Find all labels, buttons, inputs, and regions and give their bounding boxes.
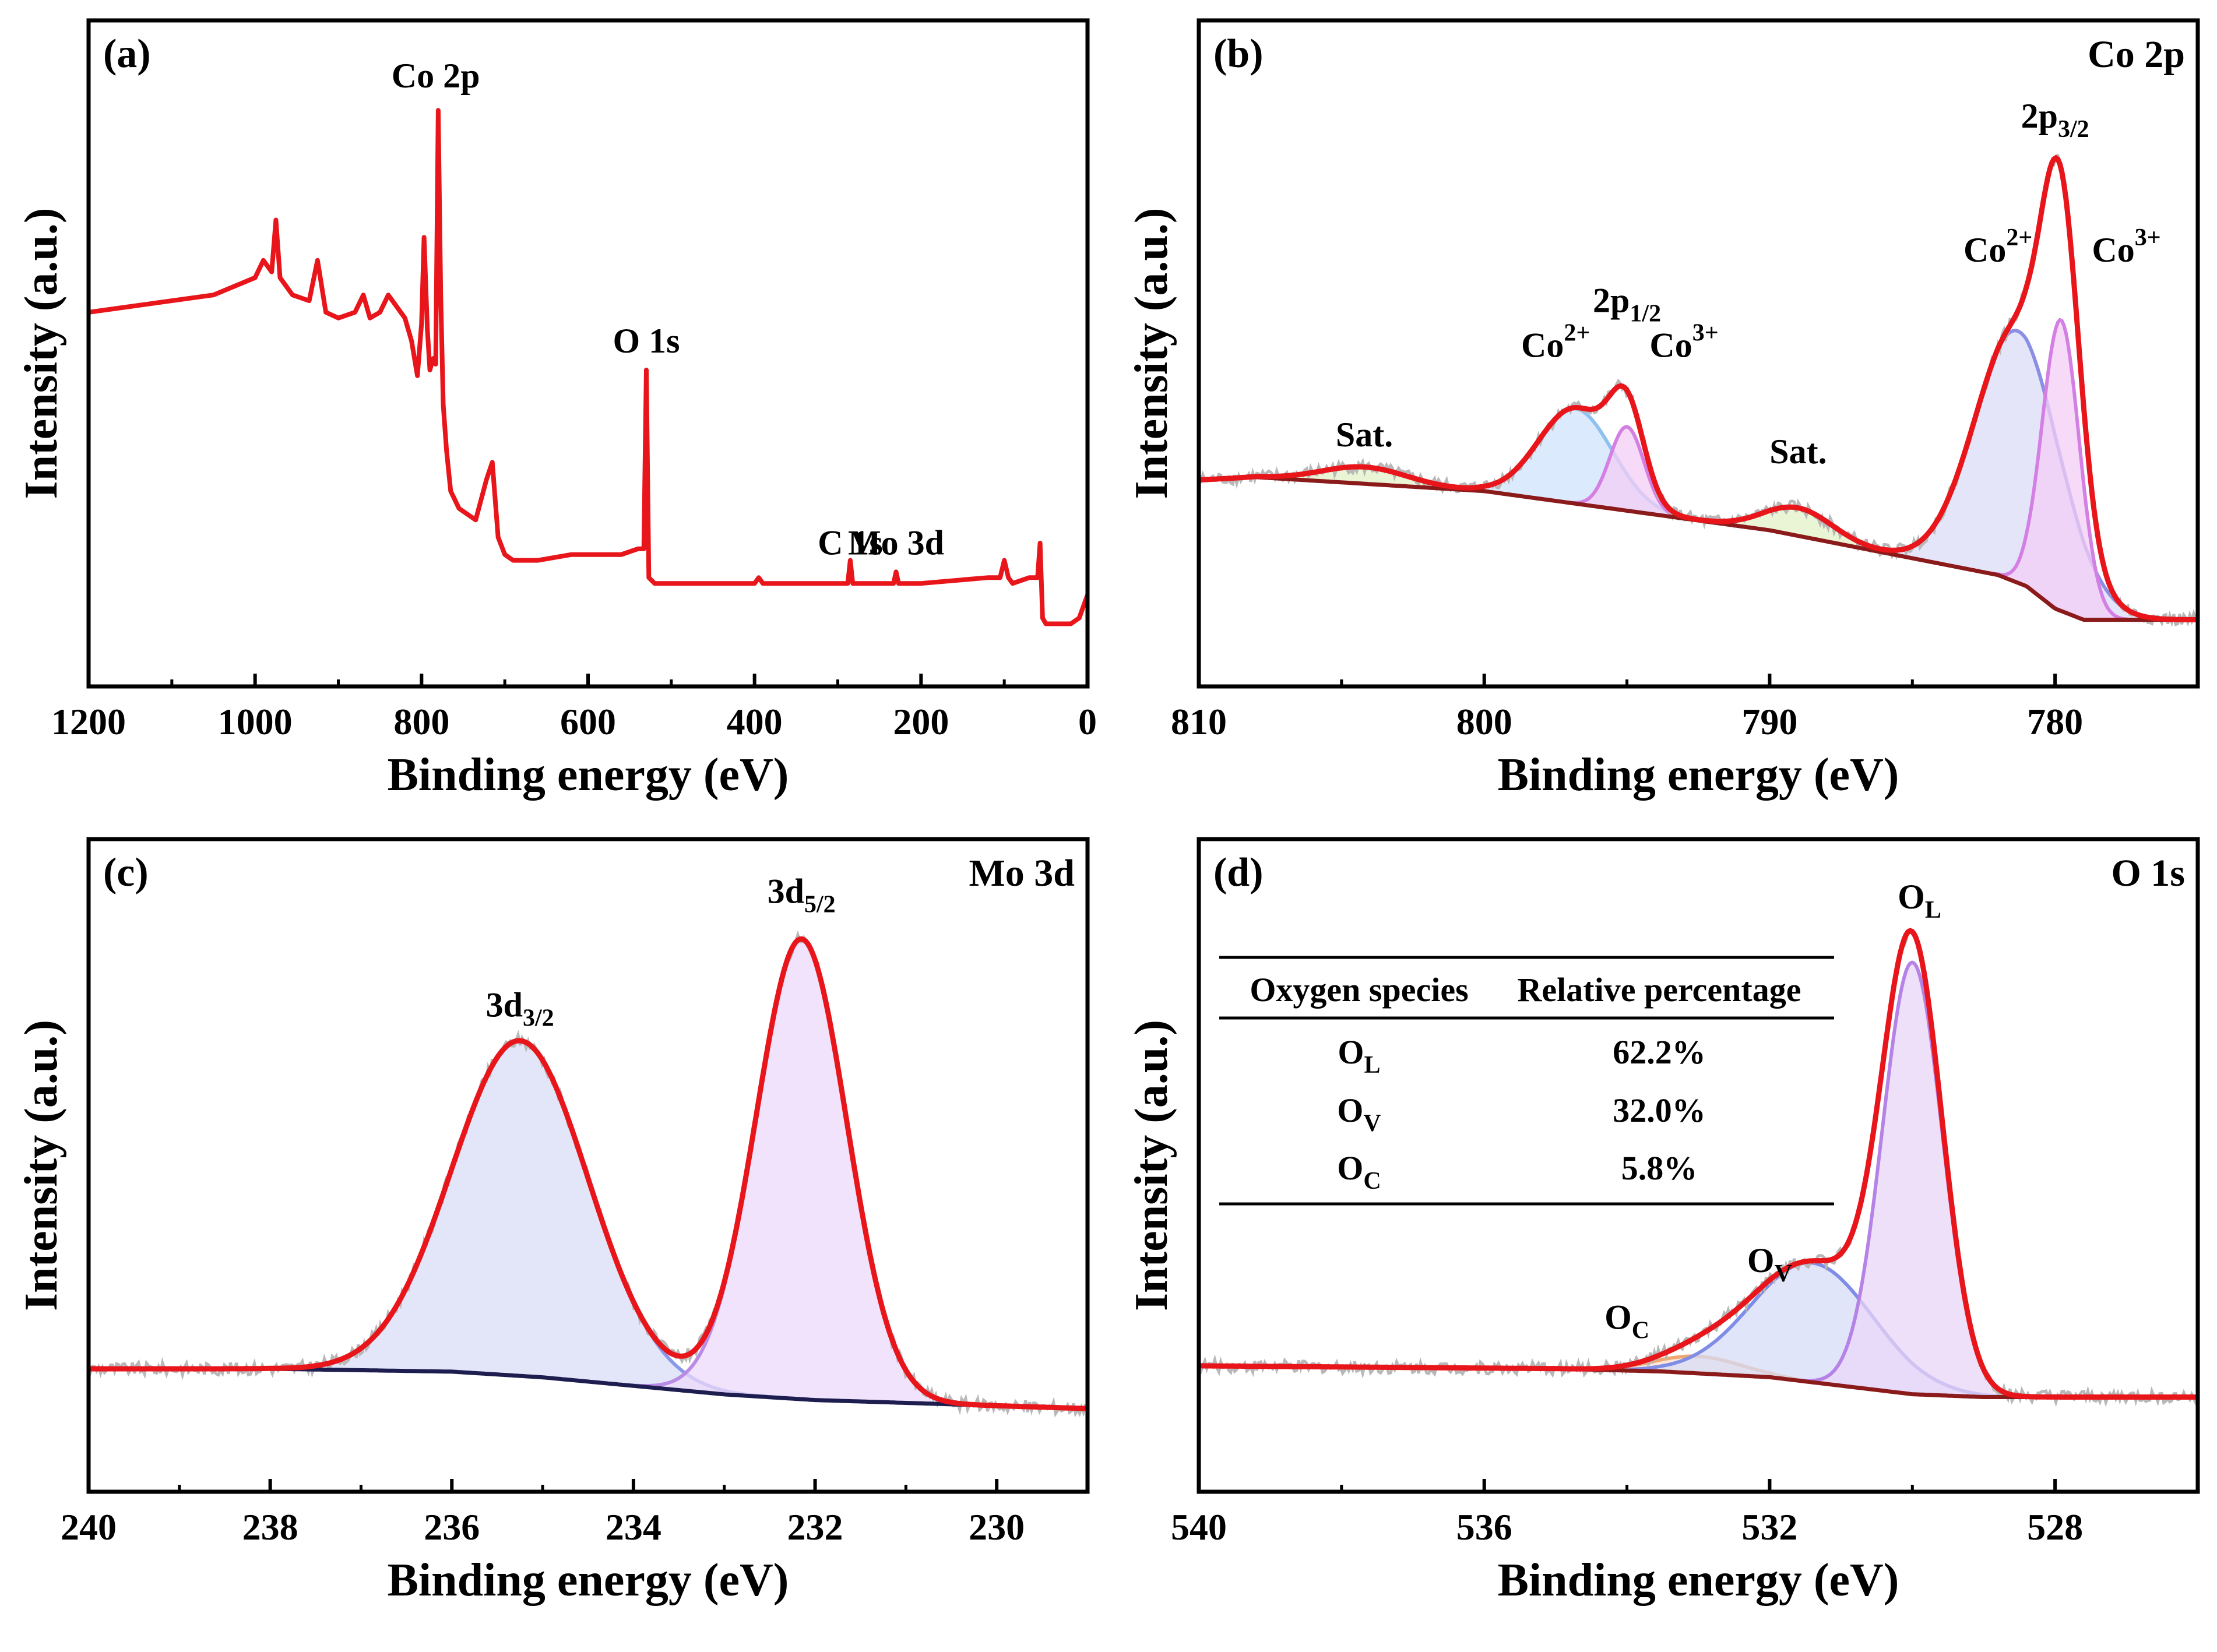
panel-b: 810 800 790 780 Binding energy (eV) Intensity… bbox=[1126, 18, 2200, 801]
panel-c: 240 238 236 234 232 230 Binding energy (eV) Int… bbox=[16, 837, 1090, 1606]
peak-label-7: Co3+ bbox=[2092, 224, 2160, 269]
x-axis: 240 238 236 234 232 230 bbox=[61, 1479, 1025, 1548]
panel-d: 540 536 532 528 Binding energy (eV) Intensity… bbox=[1126, 837, 2200, 1606]
x-tick-label: 0 bbox=[1078, 701, 1097, 742]
plot-frame bbox=[86, 837, 1090, 1494]
x-tick-label: 232 bbox=[787, 1506, 843, 1548]
panel-title: Mo 3d bbox=[969, 852, 1075, 894]
table-cell-percentage: 32.0% bbox=[1613, 1091, 1706, 1129]
component-fill-2 bbox=[1199, 962, 2198, 1397]
x-axis: 1200 1000 800 600 400 200 0 bbox=[51, 674, 1097, 742]
plot-frame bbox=[1197, 837, 2200, 1494]
peak-label-0: OL bbox=[1898, 878, 1941, 924]
table-cell-species: OV bbox=[1337, 1091, 1381, 1137]
x-tick-label: 234 bbox=[606, 1506, 661, 1548]
table-cell-percentage: 62.2% bbox=[1613, 1033, 1706, 1071]
x-tick-label: 780 bbox=[2027, 701, 2083, 742]
component-fill-0 bbox=[89, 1040, 1088, 1409]
x-tick-label: 528 bbox=[2027, 1506, 2083, 1548]
peak-label-6: 2p3/2 bbox=[2021, 97, 2089, 143]
peak-label-4: Sat. bbox=[1769, 432, 1827, 471]
x-tick-label: 1000 bbox=[218, 701, 293, 742]
component-line-1 bbox=[1199, 1260, 2198, 1399]
panel-title: Co 2p bbox=[2088, 33, 2185, 76]
x-tick-label: 230 bbox=[969, 1506, 1025, 1548]
envelope-fit bbox=[1199, 928, 2198, 1400]
y-axis-title: Intensity (a.u.) bbox=[16, 1020, 67, 1311]
component-fill-4 bbox=[1199, 330, 2198, 620]
peak-label-0: Sat. bbox=[1336, 415, 1393, 454]
x-axis-title: Binding energy (eV) bbox=[388, 1555, 789, 1606]
x-axis: 540 536 532 528 bbox=[1171, 1479, 2083, 1548]
table-row: OL 62.2% bbox=[1338, 1033, 1705, 1079]
component-fill-1 bbox=[89, 939, 1088, 1409]
panel-letter: (a) bbox=[103, 31, 151, 76]
envelope-fit bbox=[1199, 154, 2198, 622]
panel-a: 1200 1000 800 600 400 200 0 Binding energy (eV)… bbox=[16, 18, 1097, 801]
peak-label-3: Mo 3d bbox=[848, 524, 944, 562]
peak-label-0: Co 2p bbox=[392, 57, 480, 95]
plot-area bbox=[1199, 154, 2198, 628]
x-tick-label: 200 bbox=[893, 701, 949, 742]
envelope-fit bbox=[89, 936, 1088, 1411]
x-tick-label: 240 bbox=[61, 1506, 117, 1548]
y-axis-title: Intensity (a.u.) bbox=[1126, 1020, 1177, 1311]
peak-label-1: O 1s bbox=[613, 322, 680, 360]
plot-frame bbox=[1197, 18, 2200, 689]
component-fill-5 bbox=[1199, 320, 2198, 620]
table-cell-species: OL bbox=[1338, 1033, 1380, 1079]
plot-area bbox=[89, 930, 1088, 1418]
x-tick-label: 800 bbox=[393, 701, 449, 742]
y-axis-title: Intensity (a.u.) bbox=[1126, 207, 1177, 499]
plot-area bbox=[89, 108, 1088, 626]
panel-letter: (d) bbox=[1213, 850, 1264, 895]
peak-label-5: Co2+ bbox=[1963, 224, 2032, 269]
x-axis: 810 800 790 780 bbox=[1171, 674, 2083, 742]
peak-label-2: OC bbox=[1604, 1298, 1649, 1344]
table-cell-species: OC bbox=[1337, 1149, 1381, 1195]
x-tick-label: 536 bbox=[1456, 1506, 1512, 1548]
x-tick-label: 800 bbox=[1456, 701, 1512, 742]
x-tick-label: 1200 bbox=[51, 701, 126, 742]
component-fill-1 bbox=[1199, 1263, 2198, 1397]
plot-area bbox=[1199, 928, 2198, 1407]
x-tick-label: 236 bbox=[424, 1506, 480, 1548]
peak-label-0: 3d3/2 bbox=[486, 986, 554, 1032]
x-tick-label: 400 bbox=[727, 701, 783, 742]
peak-label-3: Co3+ bbox=[1649, 319, 1718, 364]
peak-label-1: OV bbox=[1747, 1241, 1792, 1287]
survey-series-0 bbox=[89, 108, 1088, 626]
table-cell-percentage: 5.8% bbox=[1621, 1149, 1698, 1187]
x-axis-title: Binding energy (eV) bbox=[1498, 749, 1899, 801]
x-axis-title: Binding energy (eV) bbox=[388, 749, 789, 801]
table-row: OC 5.8% bbox=[1337, 1149, 1697, 1195]
x-tick-label: 810 bbox=[1171, 701, 1227, 742]
peak-label-2: 2p1/2 bbox=[1593, 281, 1661, 327]
panel-title: O 1s bbox=[2111, 852, 2185, 894]
plot-frame bbox=[86, 18, 1090, 689]
x-tick-label: 790 bbox=[1741, 701, 1797, 742]
table-row: OV 32.0% bbox=[1337, 1091, 1705, 1137]
table-header: Relative percentage bbox=[1518, 971, 1801, 1009]
peak-label-2: C 1s bbox=[818, 524, 883, 562]
y-axis-title: Intensity (a.u.) bbox=[16, 207, 67, 499]
peak-label-1: Co2+ bbox=[1521, 319, 1590, 364]
table-header: Oxygen species bbox=[1250, 971, 1468, 1009]
x-tick-label: 532 bbox=[1741, 1506, 1797, 1548]
x-tick-label: 540 bbox=[1171, 1506, 1227, 1548]
panel-letter: (b) bbox=[1213, 31, 1264, 76]
oxygen-species-table: Oxygen species Relative percentage OL 62.2%… bbox=[1219, 956, 1834, 1206]
panel-letter: (c) bbox=[103, 850, 149, 895]
peak-label-1: 3d5/2 bbox=[768, 872, 836, 918]
x-tick-label: 238 bbox=[242, 1506, 298, 1548]
x-tick-label: 600 bbox=[560, 701, 616, 742]
x-axis-title: Binding energy (eV) bbox=[1498, 1555, 1899, 1606]
